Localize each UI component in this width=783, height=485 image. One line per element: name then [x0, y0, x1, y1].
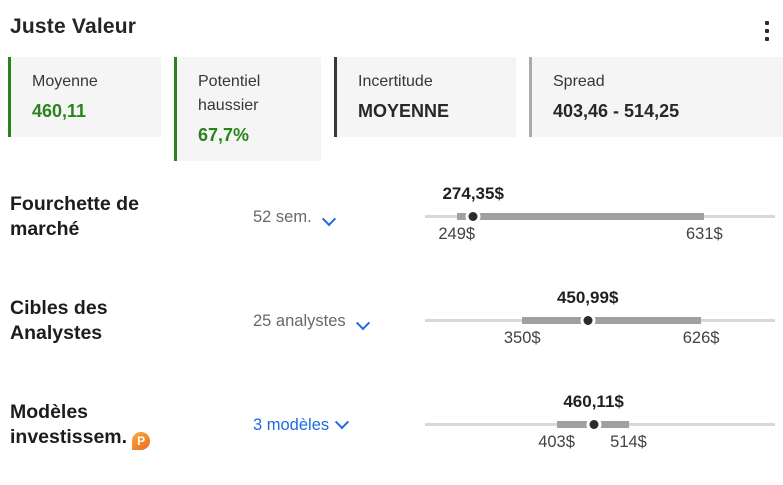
card-moyenne: Moyenne 460,11 [8, 57, 161, 137]
page-title: Juste Valeur [10, 15, 137, 38]
range-slider: 460,11$ 403$ 514$ [425, 392, 775, 458]
table-row: Fourchette de marché 52 sem. 274,35$ 249… [10, 184, 775, 250]
card-value: 403,46 - 514,25 [553, 101, 680, 121]
row-meta-text: 52 sem. [253, 207, 312, 226]
models-dropdown[interactable] [350, 315, 371, 331]
row-label: Modèles investissem. P [10, 400, 185, 451]
slider-max-label: 514$ [610, 433, 647, 451]
models-dropdown[interactable]: 3 modèles [253, 415, 350, 435]
slider-value-label: 450,99$ [556, 288, 619, 307]
investingpro-badge-icon: P [132, 432, 151, 451]
row-label: Cibles des Analystes [10, 297, 108, 344]
card-value: 67,7% [198, 125, 250, 145]
summary-cards: Moyenne 460,11 Potentiel haussier 67,7% … [0, 57, 783, 161]
row-meta: 52 sem. [225, 208, 425, 227]
row-meta-text: 25 analystes [253, 311, 346, 330]
slider-max-label: 631$ [685, 225, 723, 243]
card-label: Potentiel haussier [198, 73, 261, 114]
card-spread: Spread 403,46 - 514,25 [529, 57, 783, 137]
models-dropdown[interactable] [316, 211, 337, 227]
slider-value-label: 274,35$ [442, 184, 504, 203]
slider-dot-marker[interactable] [583, 316, 593, 325]
table-row: Modèles investissem. P 3 modèles 460,11$ … [10, 392, 775, 458]
card-label: Moyenne [32, 73, 98, 90]
card-incertitude: Incertitude MOYENNE [334, 57, 516, 137]
fair-value-rows: Fourchette de marché 52 sem. 274,35$ 249… [0, 161, 783, 458]
chevron-down-icon [322, 211, 337, 226]
slider-value-label: 460,11$ [563, 392, 624, 411]
table-row: Cibles des Analystes 25 analystes 450,99… [10, 288, 775, 354]
card-label: Spread [553, 73, 605, 90]
chevron-down-icon [335, 415, 350, 430]
kebab-dot [765, 29, 769, 33]
slider-min-label: 403$ [538, 433, 575, 451]
slider-max-label: 626$ [682, 329, 720, 347]
card-value: 460,11 [32, 101, 87, 121]
slider-dot-marker[interactable] [468, 212, 478, 221]
range-slider: 274,35$ 249$ 631$ [425, 184, 775, 250]
range-slider: 450,99$ 350$ 626$ [425, 288, 775, 354]
slider-min-label: 350$ [503, 329, 541, 347]
widget-header: Juste Valeur [0, 0, 783, 57]
card-value: MOYENNE [358, 101, 450, 121]
kebab-dot [765, 37, 769, 41]
row-meta: 25 analystes [225, 312, 425, 331]
slider-min-label: 249$ [438, 225, 476, 243]
row-meta: 3 modèles [225, 415, 425, 435]
card-label: Incertitude [358, 73, 433, 90]
slider-range-bar [522, 317, 702, 324]
kebab-dot [765, 21, 769, 25]
slider-dot-marker[interactable] [589, 420, 599, 429]
kebab-menu-icon[interactable] [757, 15, 777, 47]
chevron-down-icon [356, 315, 371, 330]
card-potentiel-haussier: Potentiel haussier 67,7% [174, 57, 321, 161]
slider-range-bar [456, 213, 705, 220]
row-label: Fourchette de marché [10, 193, 139, 240]
